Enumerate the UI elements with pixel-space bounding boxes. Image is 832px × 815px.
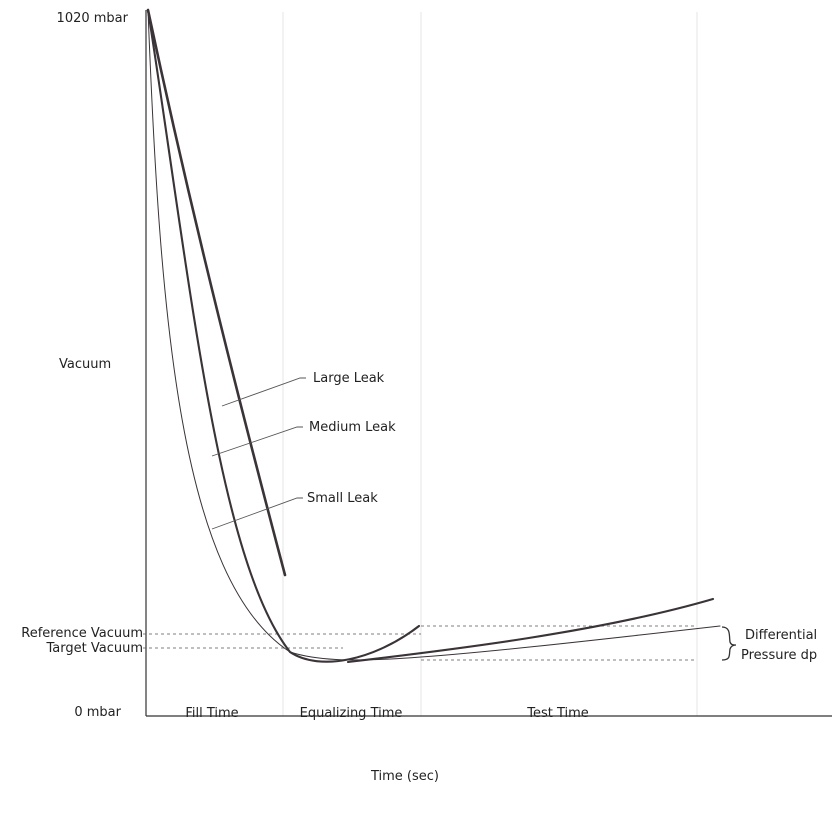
target-vacuum-label: Target Vacuum	[46, 641, 144, 656]
y-axis-label: Vacuum	[59, 357, 111, 372]
phase-label-equalizing: Equalizing Time	[300, 706, 403, 721]
y-tick-top: 1020 mbar	[57, 11, 129, 26]
series-large-leak	[146, 8, 287, 577]
phase-label-test: Test Time	[526, 706, 589, 721]
series-small-leak	[147, 9, 721, 661]
label-medium-leak: Medium Leak	[309, 420, 396, 435]
differential-brace	[721, 626, 737, 661]
label-small-leak: Small Leak	[307, 491, 378, 506]
reference-vacuum-label: Reference Vacuum	[21, 626, 143, 641]
leader-large-leak	[221, 377, 306, 407]
series-medium-leak	[146, 8, 715, 664]
annotation-line1: Differential	[745, 628, 817, 643]
phase-label-fill: Fill Time	[185, 706, 238, 721]
annotation-line2: Pressure dp	[741, 648, 817, 663]
y-tick-bottom: 0 mbar	[74, 705, 121, 720]
label-large-leak: Large Leak	[313, 371, 385, 386]
x-axis-label: Time (sec)	[370, 769, 439, 784]
leader-medium-leak	[211, 426, 303, 457]
leader-small-leak	[211, 497, 303, 530]
